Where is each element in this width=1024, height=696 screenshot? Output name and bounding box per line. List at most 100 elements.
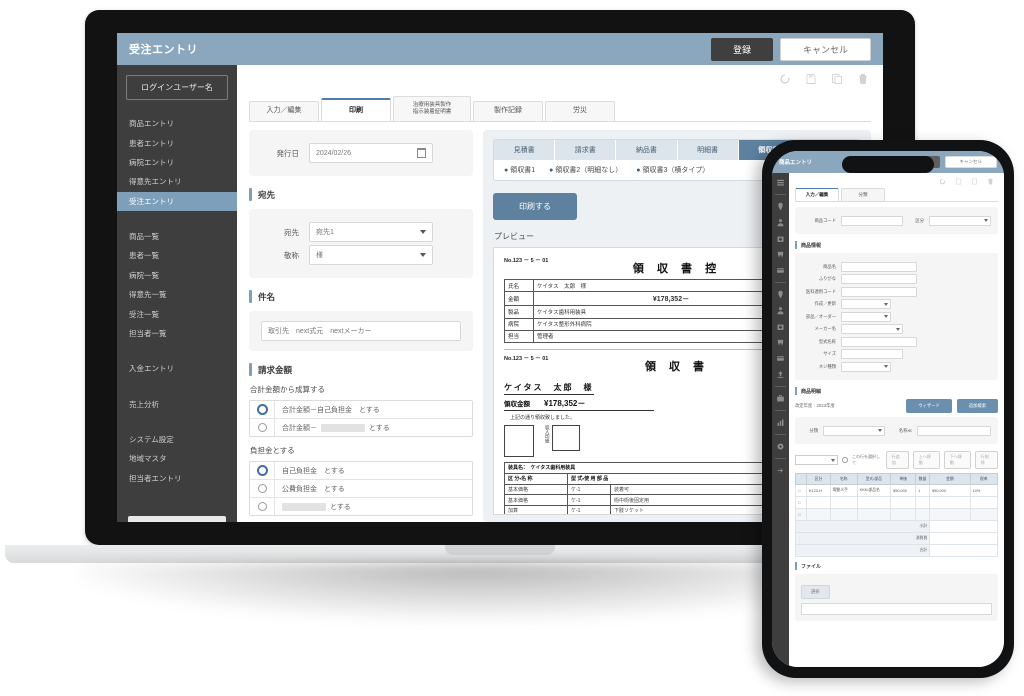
radio-cell[interactable] — [250, 480, 275, 497]
mobile-field-input[interactable] — [841, 261, 917, 272]
mobile-bulk-select[interactable] — [795, 455, 839, 465]
tab-certificate[interactable]: 治療用装具製作 指示装着証明書 — [393, 96, 471, 121]
mobile-tab-category[interactable]: 分類 — [841, 188, 885, 201]
radio-icon[interactable] — [256, 465, 268, 476]
mobile-cancel-button[interactable]: キャンセル — [944, 156, 997, 168]
doc-tab-statement[interactable]: 明細書 — [677, 140, 739, 160]
doc-tab-delivery-note[interactable]: 納品書 — [616, 140, 678, 160]
print-button[interactable]: 印刷する — [493, 193, 577, 220]
burden-option-row[interactable]: とする — [250, 498, 472, 515]
billing-option-input[interactable] — [321, 423, 365, 432]
refresh-icon[interactable] — [939, 178, 946, 185]
sidebar-item-staff-entry[interactable]: 担当者エントリ — [129, 473, 182, 483]
doc-subtab-receipt-3[interactable]: ● 領収書3（横タイプ） — [636, 165, 709, 175]
mobile-field-input[interactable] — [841, 286, 917, 297]
mobile-type-select[interactable] — [929, 215, 991, 226]
register-button[interactable]: 登録 — [710, 37, 773, 61]
card-icon[interactable] — [776, 266, 785, 275]
sidebar-item-payment-entry[interactable]: 入金エントリ — [129, 364, 174, 374]
honorific-select[interactable]: 様 — [309, 245, 433, 265]
card2-icon[interactable] — [776, 354, 785, 363]
logout-icon[interactable] — [776, 466, 785, 475]
mobile-field-select[interactable] — [841, 324, 903, 334]
sidebar-item-customer-list[interactable]: 得意先一覧 — [129, 290, 167, 300]
tooth2-icon[interactable] — [776, 338, 785, 347]
mobile-code-input[interactable] — [841, 215, 903, 226]
cancel-button[interactable]: キャンセル — [779, 37, 871, 61]
tab-print[interactable]: 印刷 — [321, 98, 391, 121]
sidebar-item-system-settings[interactable]: システム設定 — [129, 435, 174, 445]
add-search-button[interactable]: 追加検索 — [956, 399, 998, 413]
row-checkbox[interactable]: □ — [795, 496, 807, 509]
pin2-icon[interactable] — [776, 290, 785, 299]
sidebar-item-patient-entry[interactable]: 患者エントリ — [129, 138, 174, 148]
tab-input-edit[interactable]: 入力／編集 — [249, 101, 319, 121]
burden-option-row[interactable]: 公費負担金 とする — [250, 480, 472, 498]
mobile-filter-name-input[interactable] — [917, 425, 991, 436]
mobile-field-input[interactable] — [841, 349, 903, 359]
save-icon[interactable] — [955, 178, 962, 185]
addressee-select[interactable]: 宛先1 — [309, 222, 433, 242]
table-row[interactable]: □ — [795, 496, 999, 509]
add-row-button[interactable]: 行追加 — [885, 451, 909, 469]
mobile-field-input[interactable] — [841, 336, 917, 347]
radio-cell[interactable] — [250, 462, 275, 479]
copy-icon[interactable] — [971, 178, 978, 185]
subject-input[interactable]: 取引先 next式元 nextメーカー — [261, 321, 461, 341]
delete-row-button[interactable]: 行削除 — [974, 451, 998, 469]
upload-icon[interactable] — [776, 370, 785, 379]
settings-icon[interactable] — [776, 442, 785, 451]
sidebar-item-hospital-list[interactable]: 病院一覧 — [129, 270, 159, 280]
hospital2-icon[interactable] — [776, 322, 785, 331]
mobile-field-input[interactable] — [841, 274, 917, 284]
mobile-field-select[interactable] — [841, 361, 891, 372]
tooth-icon[interactable] — [776, 250, 785, 259]
row-checkbox[interactable]: □ — [795, 508, 807, 521]
row-checkbox[interactable]: □ — [795, 484, 807, 497]
doc-tab-invoice[interactable]: 請求書 — [555, 140, 617, 160]
burden-option-row[interactable]: 自己負担金 とする — [250, 462, 472, 480]
pin-icon[interactable] — [776, 202, 785, 211]
file-name-input[interactable] — [801, 603, 992, 615]
copy-icon[interactable] — [831, 73, 843, 85]
radio-cell[interactable] — [250, 401, 275, 418]
doc-subtab-receipt-1[interactable]: ● 領収書1 — [504, 165, 535, 175]
radio-icon[interactable] — [256, 404, 268, 415]
sidebar-item-hospital-entry[interactable]: 病院エントリ — [129, 157, 174, 167]
move-up-button[interactable]: 上へ移動 — [912, 451, 940, 469]
chart-icon[interactable] — [776, 418, 785, 427]
trash-icon[interactable] — [987, 178, 994, 185]
radio-icon[interactable] — [257, 484, 267, 493]
menu-icon[interactable] — [776, 178, 785, 187]
radio-icon[interactable] — [257, 502, 267, 511]
doc-subtab-receipt-2[interactable]: ● 領収書2（明細なし） — [549, 165, 622, 175]
person-icon[interactable] — [776, 218, 785, 227]
hospital-icon[interactable] — [776, 234, 785, 243]
person2-icon[interactable] — [776, 306, 785, 315]
burden-option-input[interactable] — [282, 502, 326, 511]
file-select-button[interactable]: 選択 — [801, 585, 830, 599]
wizard-button[interactable]: ウィザード — [906, 399, 952, 413]
doc-tab-quotation[interactable]: 見積書 — [494, 140, 556, 160]
radio-cell[interactable] — [250, 419, 275, 436]
move-down-button[interactable]: 下へ移動 — [943, 451, 971, 469]
row-select-radio[interactable] — [842, 457, 848, 463]
save-icon[interactable] — [805, 73, 817, 85]
refresh-icon[interactable] — [779, 73, 791, 85]
mobile-field-select[interactable] — [841, 311, 891, 322]
sidebar-item-product-entry[interactable]: 商品エントリ — [129, 119, 174, 129]
trash-icon[interactable] — [857, 73, 869, 85]
sidebar-item-region-master[interactable]: 地域マスタ — [129, 454, 167, 464]
mobile-field-select[interactable] — [841, 299, 891, 309]
mobile-tab-input-edit[interactable]: 入力／編集 — [795, 188, 839, 201]
table-row[interactable]: □ K123-H 電動义手 KKK・部品名 ¥50,000 1 ¥50,000 … — [795, 484, 999, 497]
sidebar-item-staff-list[interactable]: 担当者一覧 — [129, 328, 167, 338]
issue-date-input[interactable]: 2024/02/26 — [309, 143, 433, 163]
sidebar-item-patient-list[interactable]: 患者一覧 — [129, 251, 159, 261]
sidebar-item-order-list[interactable]: 受注一覧 — [129, 309, 159, 319]
radio-cell[interactable] — [250, 498, 275, 515]
sidebar-item-product-list[interactable]: 商品一覧 — [129, 232, 159, 242]
tab-workers-comp[interactable]: 労災 — [545, 101, 615, 121]
mobile-filter-class-select[interactable] — [823, 425, 885, 436]
billing-option-row[interactable]: 合計金額－ とする — [250, 419, 472, 436]
